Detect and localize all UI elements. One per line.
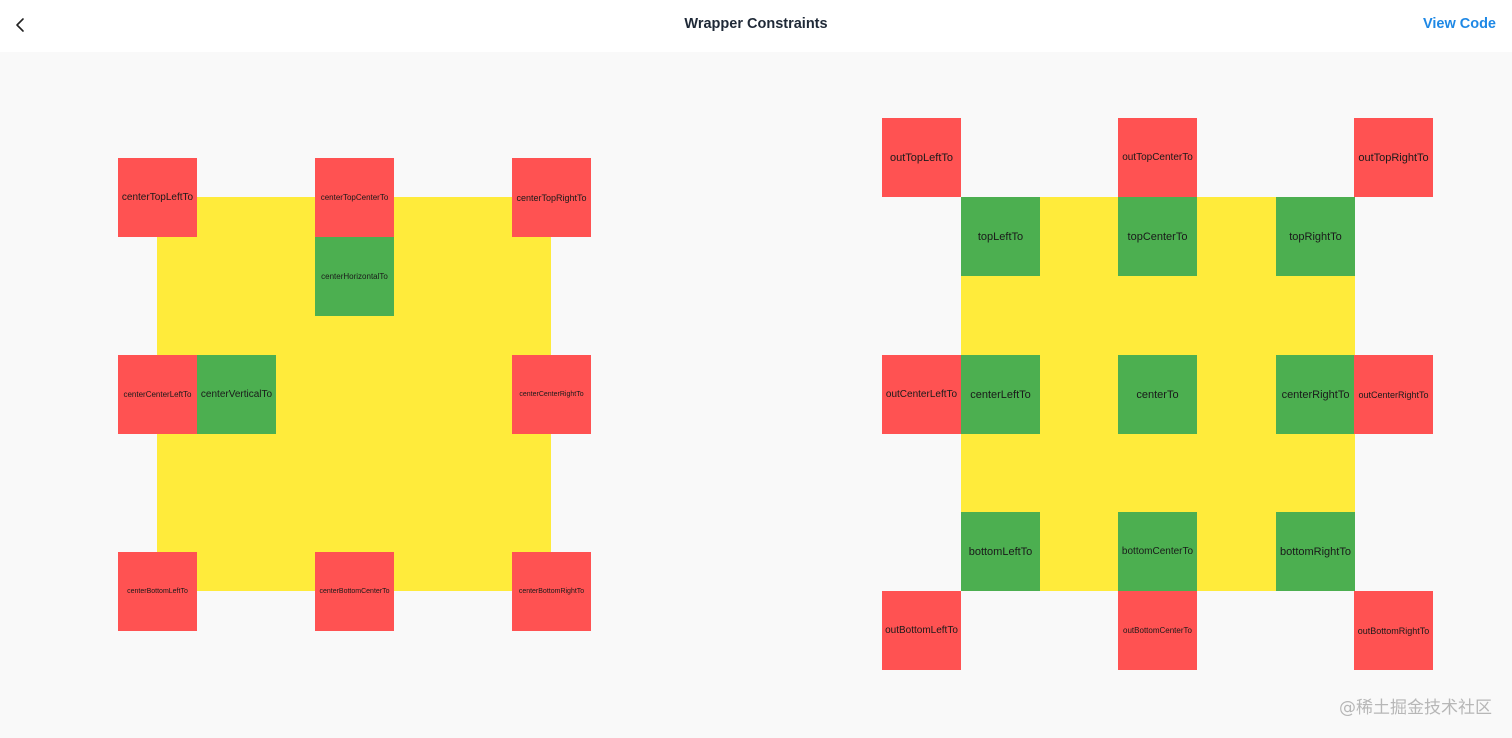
top-left-box: topLeftTo [961, 197, 1040, 276]
out-top-right-box: outTopRightTo [1354, 118, 1433, 197]
center-top-center-box: centerTopCenterTo [315, 158, 394, 237]
top-right-box: topRightTo [1276, 197, 1355, 276]
back-button[interactable] [8, 12, 32, 38]
center-left-box: centerLeftTo [961, 355, 1040, 434]
out-bottom-center-box: outBottomCenterTo [1118, 591, 1197, 670]
out-bottom-right-box: outBottomRightTo [1354, 591, 1433, 670]
out-center-right-box: outCenterRightTo [1354, 355, 1433, 434]
out-top-left-box: outTopLeftTo [882, 118, 961, 197]
view-code-button[interactable]: View Code [1422, 16, 1496, 32]
center-vertical-box: centerVerticalTo [197, 355, 276, 434]
center-bottom-left-box: centerBottomLeftTo [118, 552, 197, 631]
out-top-center-box: outTopCenterTo [1118, 118, 1197, 197]
center-center-left-box: centerCenterLeftTo [118, 355, 197, 434]
center-center-right-box: centerCenterRightTo [512, 355, 591, 434]
bottom-center-box: bottomCenterTo [1118, 512, 1197, 591]
page-title: Wrapper Constraints [684, 16, 828, 32]
out-bottom-left-box: outBottomLeftTo [882, 591, 961, 670]
center-right-box: centerRightTo [1276, 355, 1355, 434]
bottom-left-box: bottomLeftTo [961, 512, 1040, 591]
center-horizontal-box: centerHorizontalTo [315, 237, 394, 316]
constraints-canvas: centerTopLeftTo centerTopCenterTo center… [0, 52, 1512, 738]
center-top-right-box: centerTopRightTo [512, 158, 591, 237]
center-top-left-box: centerTopLeftTo [118, 158, 197, 237]
top-center-box: topCenterTo [1118, 197, 1197, 276]
center-bottom-right-box: centerBottomRightTo [512, 552, 591, 631]
center-bottom-center-box: centerBottomCenterTo [315, 552, 394, 631]
out-center-left-box: outCenterLeftTo [882, 355, 961, 434]
bottom-right-box: bottomRightTo [1276, 512, 1355, 591]
app-bar: Wrapper Constraints View Code [0, 0, 1512, 52]
watermark: @稀土掘金技术社区 [1339, 698, 1492, 718]
center-box: centerTo [1118, 355, 1197, 434]
chevron-left-icon [16, 18, 24, 32]
